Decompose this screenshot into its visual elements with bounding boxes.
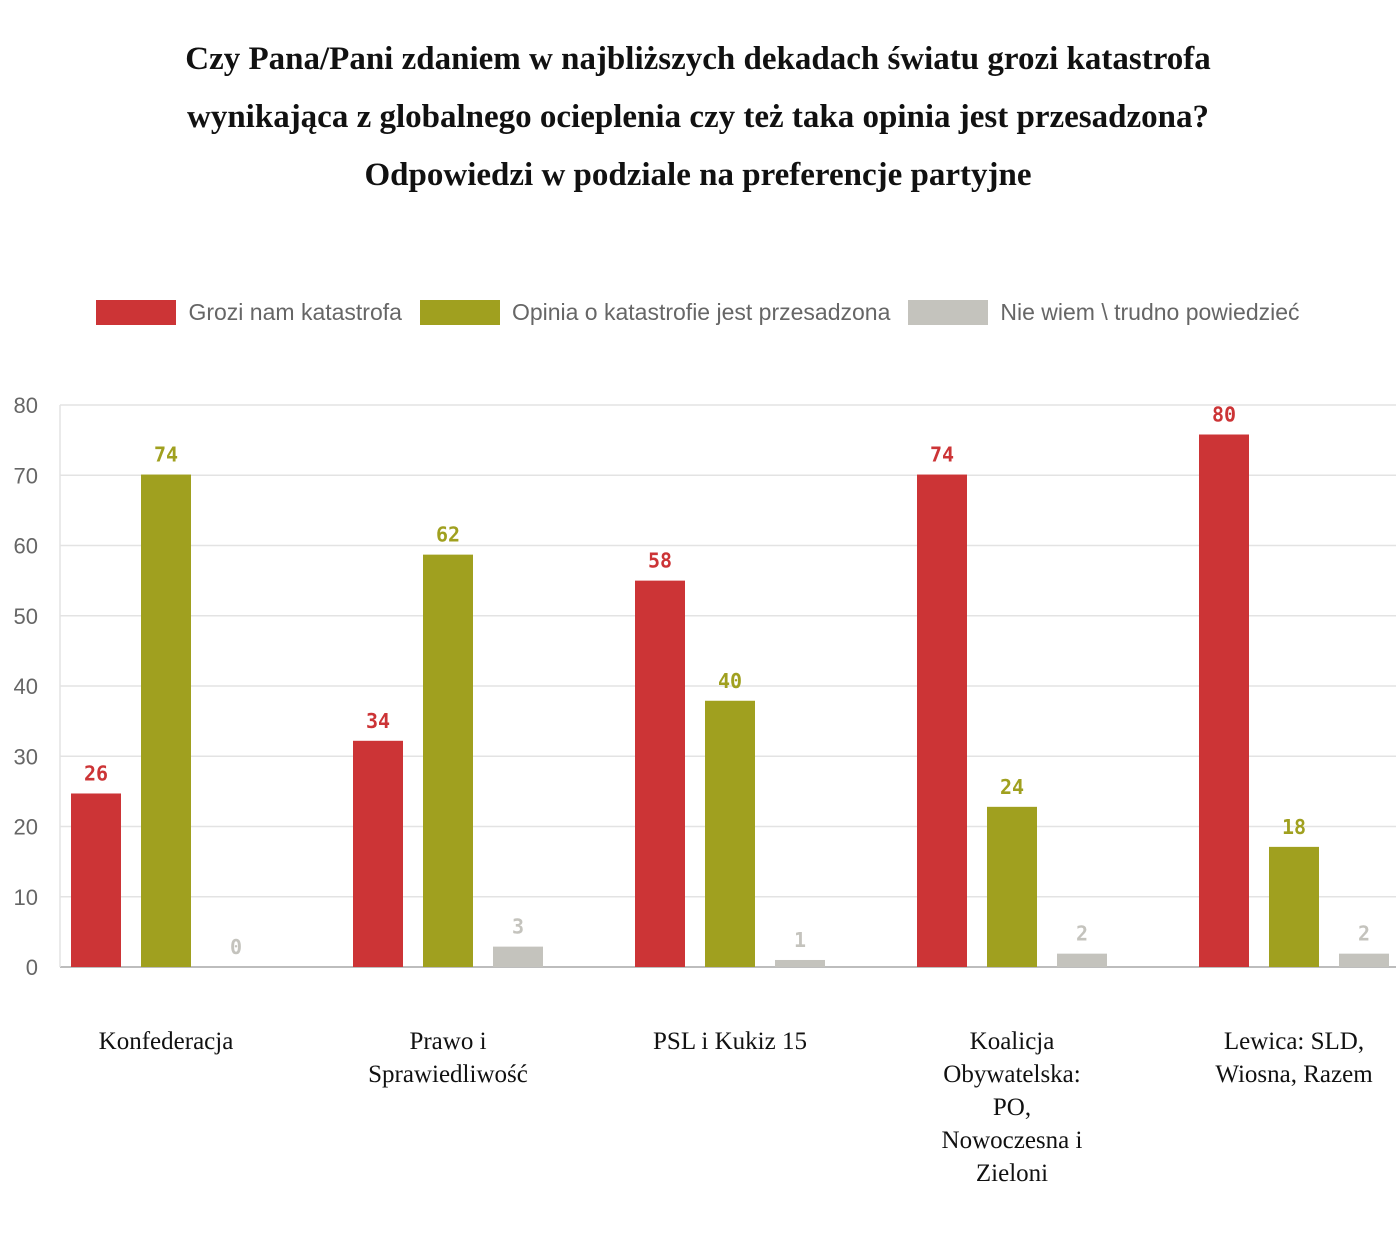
category-label-3: PSL i Kukiz 15 [620, 1025, 840, 1058]
bar-grozi-3 [635, 580, 685, 967]
bar-grozi-4 [917, 474, 967, 967]
legend-item-grozi[interactable]: Grozi nam katastrofa [96, 298, 402, 326]
category-label-2: Prawo i Sprawiedliwość [338, 1025, 558, 1091]
bar-grozi-2 [353, 740, 403, 967]
title-line-3: Odpowiedzi w podziale na preferencje par… [364, 157, 1032, 193]
category-label-line: PO, [992, 1094, 1032, 1121]
bar-przesadzona-3 [705, 700, 755, 967]
title-line-1: Czy Pana/Pani zdaniem w najbliższych dek… [185, 41, 1211, 77]
category-label-line: Wiosna, Razem [1215, 1061, 1373, 1088]
data-label-grozi-1: 26 [84, 761, 108, 785]
legend-swatch-grozi [96, 299, 177, 325]
legend-item-przesadzona[interactable]: Opinia o katastrofie jest przesadzona [419, 298, 891, 326]
bar-grozi-5 [1199, 434, 1249, 967]
data-label-przesadzona-5: 18 [1282, 815, 1306, 839]
data-label-nie-wiem-1: 0 [230, 935, 242, 959]
bar-nie-wiem-3 [775, 959, 825, 967]
bar-nie-wiem-5 [1339, 953, 1389, 967]
data-label-nie-wiem-2: 3 [512, 915, 524, 939]
y-tick-label-10: 10 [14, 885, 38, 910]
data-label-grozi-5: 80 [1212, 403, 1236, 427]
y-tick-label-20: 20 [14, 815, 38, 840]
bar-przesadzona-4 [987, 806, 1037, 967]
bar-przesadzona-2 [423, 554, 473, 967]
legend-swatch-przesadzona [419, 299, 500, 325]
category-label-line: Obywatelska: [943, 1061, 1081, 1088]
data-label-grozi-4: 74 [930, 443, 954, 467]
legend-label-nie-wiem: Nie wiem \ trudno powiedzieć [1000, 298, 1300, 325]
category-label-5: Lewica: SLD, Wiosna, Razem [1184, 1025, 1396, 1091]
category-label-4: Koalicja Obywatelska: PO, Nowoczesna i Zielo… [902, 1025, 1122, 1190]
y-tick-label-70: 70 [14, 463, 38, 488]
data-label-przesadzona-4: 24 [1000, 775, 1024, 799]
category-label-line: Lewica: SLD, [1223, 1028, 1365, 1055]
category-label-line: Zieloni [975, 1160, 1049, 1187]
legend-label-grozi: Grozi nam katastrofa [188, 298, 402, 325]
data-label-grozi-3: 58 [648, 549, 672, 573]
data-label-przesadzona-3: 40 [718, 669, 742, 693]
bar-grozi-1 [71, 793, 121, 967]
y-tick-label-50: 50 [14, 604, 38, 629]
y-tick-label-0: 0 [26, 955, 38, 980]
bar-nie-wiem-2 [493, 946, 543, 967]
category-label-line: Koalicja [969, 1028, 1055, 1055]
data-label-nie-wiem-4: 2 [1076, 922, 1088, 946]
category-label-line: Nowoczesna i [941, 1127, 1083, 1154]
data-label-przesadzona-1: 74 [154, 443, 178, 467]
title-line-2: wynikająca z globalnego ocieplenia czy t… [186, 99, 1209, 135]
y-tick-label-60: 60 [14, 534, 38, 559]
category-label-line: Sprawiedliwość [368, 1061, 528, 1088]
category-label-line: Prawo i [409, 1028, 487, 1055]
data-label-przesadzona-2: 62 [436, 523, 460, 547]
legend: Grozi nam katastrofa Opinia o katastrofi… [0, 292, 1396, 332]
data-label-nie-wiem-5: 2 [1358, 922, 1370, 946]
data-label-nie-wiem-3: 1 [794, 928, 806, 952]
y-tick-label-30: 30 [14, 744, 38, 769]
bar-przesadzona-5 [1269, 846, 1319, 967]
y-tick-label-80: 80 [14, 393, 38, 418]
legend-item-nie-wiem[interactable]: Nie wiem \ trudno powiedzieć [908, 298, 1300, 326]
bar-chart: 0 10 20 30 40 50 60 70 80 26 74 0 34 62 3 58 40 1 74 24 2 80 1… [14, 393, 1396, 980]
legend-swatch-nie-wiem [908, 299, 989, 325]
category-label-1: Konfederacja [56, 1025, 276, 1058]
chart-title: Czy Pana/Pani zdaniem w najbliższych dek… [0, 30, 1396, 204]
category-label-line: Konfederacja [98, 1028, 234, 1055]
bar-nie-wiem-4 [1057, 953, 1107, 967]
y-tick-label-40: 40 [14, 674, 38, 699]
legend-label-przesadzona: Opinia o katastrofie jest przesadzona [511, 298, 891, 325]
data-label-grozi-2: 34 [366, 709, 390, 733]
bar-przesadzona-1 [141, 474, 191, 967]
category-label-line: PSL i Kukiz 15 [653, 1028, 807, 1055]
